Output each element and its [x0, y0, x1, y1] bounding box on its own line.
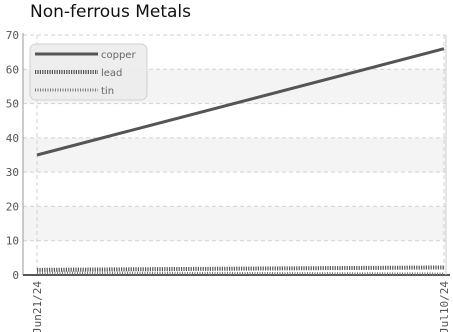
y-tick-label: 70 — [6, 29, 19, 42]
series-line-copper — [36, 47, 445, 157]
legend-label-lead: lead — [101, 68, 122, 79]
x-tick-label: Jul10/24 — [438, 281, 451, 332]
legend-label-copper: copper — [101, 50, 136, 61]
legend-label-tin: tin — [101, 86, 114, 97]
y-tick-label: 60 — [6, 63, 19, 76]
y-tick-label: 0 — [12, 269, 19, 282]
y-tick-label: 30 — [6, 166, 19, 179]
series-line-lead — [36, 265, 445, 272]
chart-title: Non-ferrous Metals — [30, 2, 192, 22]
grid-band — [23, 206, 446, 241]
y-tick-label: 40 — [6, 132, 19, 145]
legend: copper lead tin — [29, 43, 148, 101]
series-lines — [36, 47, 445, 276]
axes — [22, 33, 450, 276]
x-tick-label: Jun21/24 — [31, 281, 44, 332]
y-axis-ticks: 0 10 20 30 40 50 60 70 — [6, 29, 19, 282]
y-tick-label: 20 — [6, 200, 19, 213]
x-axis-ticks: Jun21/24 Jul10/24 — [31, 281, 451, 332]
grid-band — [23, 137, 446, 173]
series-line-tin — [36, 271, 445, 276]
y-tick-label: 50 — [6, 98, 19, 111]
y-tick-label: 10 — [6, 235, 19, 248]
